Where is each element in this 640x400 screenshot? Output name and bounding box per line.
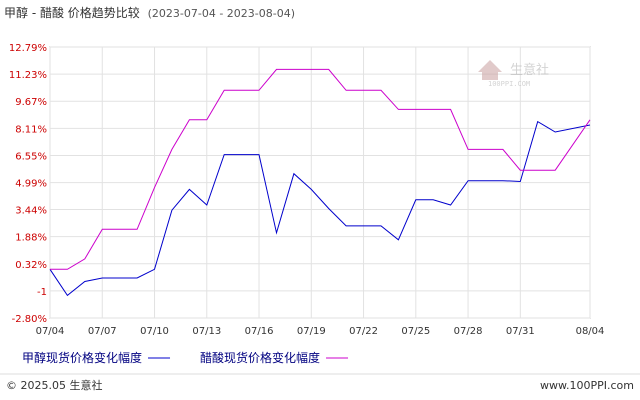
- chart-title-main: 甲醇 - 醋酸 价格趋势比较: [4, 5, 140, 20]
- x-tick-label: 07/10: [140, 326, 169, 337]
- x-tick-label: 07/19: [297, 326, 326, 337]
- x-tick-label: 08/04: [576, 326, 605, 337]
- watermark-logo-icon: [478, 60, 502, 80]
- y-tick-label: 1.88%: [15, 233, 47, 244]
- x-tick-label: 07/16: [245, 326, 274, 337]
- footer-site-link[interactable]: www.100PPI.com: [540, 379, 634, 392]
- y-tick-label: 0.32%: [15, 260, 47, 271]
- y-tick-label: 6.55%: [15, 151, 47, 162]
- x-tick-label: 07/22: [349, 326, 378, 337]
- footer-copyright: © 2025.05 生意社: [6, 378, 102, 392]
- watermark: 生意社 100PPI.COM: [478, 60, 549, 88]
- grid: [49, 46, 591, 319]
- legend-label-2: 醋酸现货价格变化幅度: [200, 350, 320, 365]
- y-tick-label: 4.99%: [15, 179, 47, 190]
- x-axis: 07/04 07/07 07/10 07/13 07/16 07/19 07/22 07/25…: [36, 326, 605, 337]
- series-line-1: [49, 120, 591, 297]
- y-axis: 12.79% 11.23% 9.67% 8.11% 6.55% 4.99% 3.44% 1.8…: [9, 43, 47, 325]
- x-tick-label: 07/04: [36, 326, 65, 337]
- series-layer: [49, 68, 591, 297]
- y-tick-label: 9.67%: [15, 97, 47, 108]
- y-tick-label: 11.23%: [9, 70, 47, 81]
- series-line-2: [50, 68, 591, 270]
- chart-title: 甲醇 - 醋酸 价格趋势比较 (2023-07-04 - 2023-08-04): [4, 5, 295, 20]
- y-tick-label: 8.11%: [15, 124, 47, 135]
- watermark-url: 100PPI.COM: [488, 80, 530, 88]
- x-tick-label: 07/28: [454, 326, 483, 337]
- y-tick-label: -1: [37, 287, 47, 298]
- y-tick-label: 12.79%: [9, 43, 47, 54]
- x-tick-label: 07/13: [192, 326, 221, 337]
- x-tick-label: 07/25: [401, 326, 430, 337]
- legend: 甲醇现货价格变化幅度 醋酸现货价格变化幅度: [22, 350, 349, 365]
- x-tick-label: 07/07: [88, 326, 117, 337]
- y-tick-label: 3.44%: [15, 206, 47, 217]
- y-tick-label: -2.80%: [12, 314, 47, 325]
- watermark-name: 生意社: [510, 62, 549, 78]
- legend-label-1: 甲醇现货价格变化幅度: [22, 350, 142, 365]
- chart-date-range: (2023-07-04 - 2023-08-04): [148, 7, 295, 20]
- x-tick-label: 07/31: [506, 326, 535, 337]
